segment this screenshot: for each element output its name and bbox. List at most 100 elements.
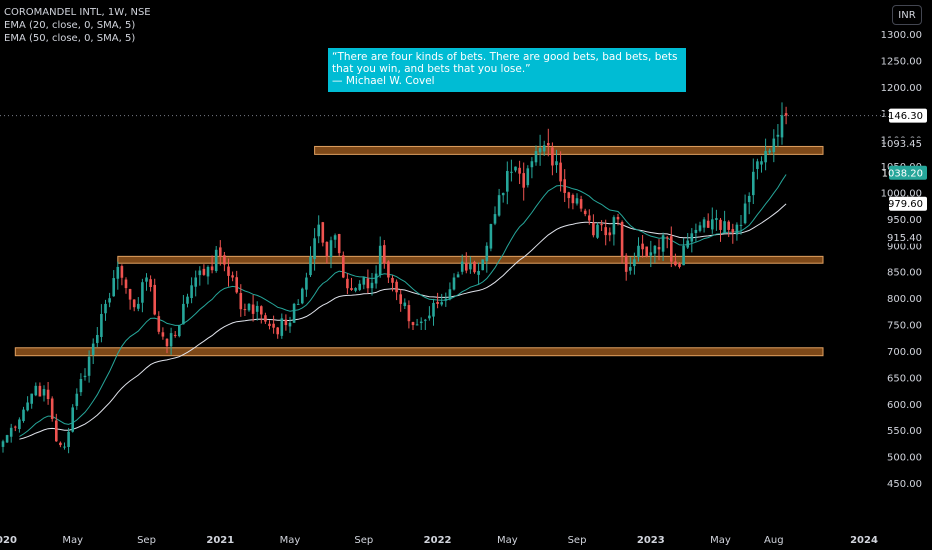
x-tick-label: Sep — [137, 535, 156, 546]
candle-body — [784, 113, 788, 116]
price-axis[interactable]: 1300.001250.001200.001150.001100.001050.… — [881, 30, 922, 490]
candle-body — [42, 389, 46, 396]
x-tick-label: May — [280, 535, 301, 546]
candle-body — [276, 327, 279, 335]
ema-50-line — [19, 203, 787, 440]
candle-body — [583, 210, 587, 215]
candle-body — [768, 150, 771, 153]
candle-body — [284, 319, 288, 326]
candle-body — [776, 134, 780, 137]
x-tick-label: 2020 — [0, 535, 17, 546]
y-tick-label: 600.00 — [887, 400, 922, 411]
candle-body — [247, 303, 251, 311]
candle-body — [506, 171, 509, 192]
candle-body — [530, 161, 534, 168]
candle-body — [231, 275, 234, 278]
x-tick-label: May — [62, 535, 83, 546]
candle-body — [292, 303, 296, 323]
candle-body — [649, 252, 653, 256]
candle-body — [223, 255, 226, 265]
candle-body — [440, 302, 443, 305]
x-tick-label: May — [710, 535, 731, 546]
candle-body — [46, 389, 50, 400]
candle-body — [128, 289, 132, 300]
candle-body — [321, 222, 325, 243]
ema-20-path — [19, 174, 787, 437]
price-label: 1093.45 — [881, 139, 922, 150]
y-tick-label: 900.00 — [887, 241, 922, 252]
candle-body — [358, 283, 361, 290]
legend-symbol[interactable]: COROMANDEL INTL, 1W, NSE — [4, 7, 151, 18]
candle-body — [239, 293, 243, 310]
candle-body — [608, 232, 612, 236]
candle-body — [329, 240, 333, 258]
x-tick-label: 2022 — [424, 535, 452, 546]
candle-body — [391, 277, 394, 283]
y-tick-label: 1300.00 — [881, 30, 922, 41]
candle-body — [481, 259, 484, 271]
y-tick-label: 950.00 — [887, 215, 922, 226]
candle-body — [772, 138, 776, 153]
candle-body — [5, 435, 9, 443]
candle-body — [71, 407, 74, 432]
candle-body — [317, 224, 320, 237]
candle-body — [96, 334, 99, 343]
candle-body — [141, 282, 144, 303]
candle-body — [198, 270, 202, 276]
chart-legend: COROMANDEL INTL, 1W, NSE EMA (20, close,… — [4, 6, 151, 45]
candle-body — [235, 277, 238, 293]
candle-body — [485, 245, 489, 262]
candle-body — [624, 255, 628, 272]
candle-body — [715, 218, 718, 220]
quote-callout[interactable]: “There are four kinds of bets. There are… — [328, 48, 686, 92]
candle-body — [333, 235, 337, 240]
candle-body — [272, 323, 275, 328]
candle-body — [264, 315, 267, 322]
candle-body — [563, 179, 566, 193]
candle-body — [612, 217, 616, 235]
candle-body — [665, 237, 669, 239]
legend-ema20[interactable]: EMA (20, close, 0, SMA, 5) — [4, 20, 136, 31]
price-label: 1038.20 — [882, 168, 923, 179]
price-label-mask — [889, 231, 927, 244]
time-axis[interactable]: 2020 May Sep 2021 May Sep 2022 May Sep 2023 May Aug… — [0, 535, 878, 546]
candle-body — [686, 240, 689, 248]
y-tick-label: 700.00 — [887, 347, 922, 358]
candle-body — [657, 247, 661, 250]
candle-body — [448, 289, 452, 300]
candle-body — [346, 278, 349, 289]
candle-body — [637, 245, 640, 258]
candle-body — [112, 278, 115, 297]
candle-body — [600, 224, 603, 226]
currency-button[interactable]: INR — [892, 5, 922, 25]
candle-body — [124, 279, 128, 289]
candle-body — [26, 402, 29, 411]
candle-body — [473, 261, 476, 273]
candle-body — [698, 225, 702, 231]
candle-body — [206, 266, 210, 277]
candle-body — [444, 298, 448, 301]
candle-body — [116, 266, 120, 279]
candle-body — [542, 145, 546, 152]
candle-body — [18, 419, 21, 430]
candle-body — [165, 338, 169, 347]
candle-body — [370, 282, 374, 289]
candle-body — [534, 151, 538, 163]
candle-body — [63, 446, 66, 448]
candle-body — [522, 173, 525, 188]
x-tick-label: 2021 — [206, 535, 234, 546]
candle-body — [604, 227, 607, 236]
candle-body — [387, 261, 390, 278]
x-tick-label: Sep — [354, 535, 373, 546]
y-tick-label: 500.00 — [887, 453, 922, 464]
x-tick-label: Aug — [764, 535, 784, 546]
candle-body — [559, 162, 562, 182]
candle-body — [723, 221, 726, 233]
legend-ema50[interactable]: EMA (50, close, 0, SMA, 5) — [4, 33, 136, 44]
y-tick-label: 550.00 — [887, 426, 922, 437]
candle-body — [489, 224, 493, 249]
candle-body — [14, 426, 17, 428]
candle-body — [161, 332, 165, 337]
candle-body — [50, 398, 54, 419]
